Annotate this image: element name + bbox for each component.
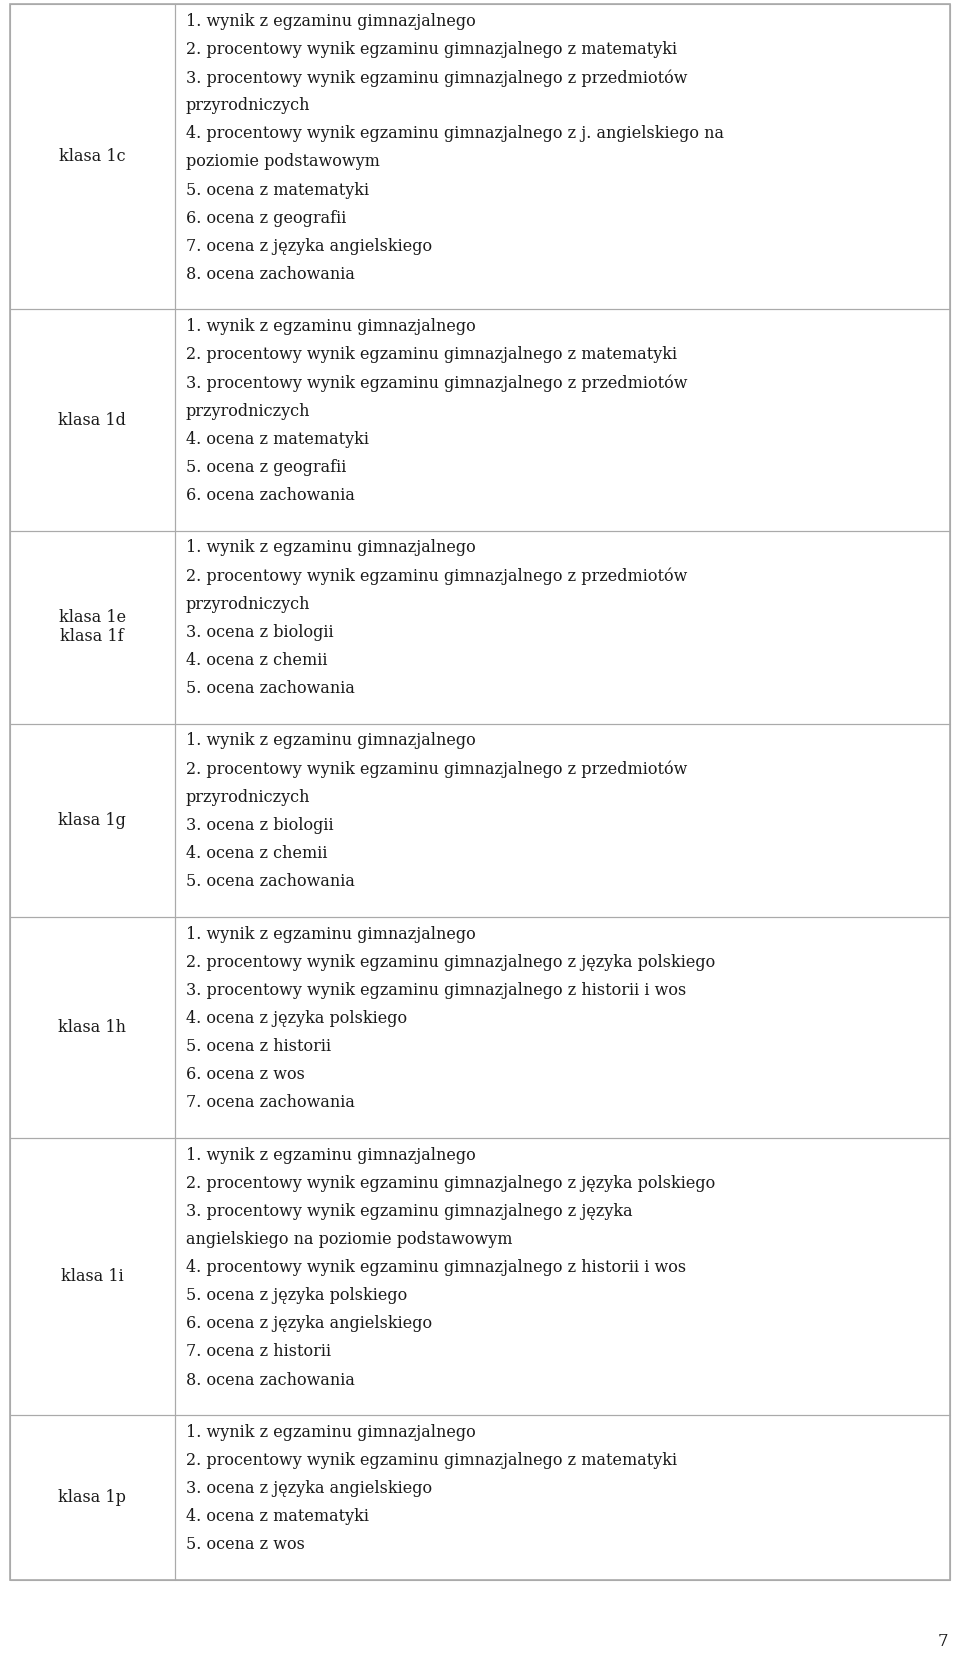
Text: 3. ocena z języka angielskiego: 3. ocena z języka angielskiego bbox=[185, 1480, 432, 1498]
Text: klasa 1g: klasa 1g bbox=[59, 812, 126, 829]
Text: 1. wynik z egzaminu gimnazjalnego: 1. wynik z egzaminu gimnazjalnego bbox=[185, 1424, 475, 1441]
Text: 1. wynik z egzaminu gimnazjalnego: 1. wynik z egzaminu gimnazjalnego bbox=[185, 732, 475, 749]
Text: 8. ocena zachowania: 8. ocena zachowania bbox=[185, 265, 354, 284]
Text: 3. procentowy wynik egzaminu gimnazjalnego z przedmiotów: 3. procentowy wynik egzaminu gimnazjalne… bbox=[185, 68, 687, 87]
Text: 2. procentowy wynik egzaminu gimnazjalnego z języka polskiego: 2. procentowy wynik egzaminu gimnazjalne… bbox=[185, 954, 715, 971]
Bar bbox=[10, 3, 175, 310]
Bar bbox=[175, 3, 950, 310]
Text: 3. procentowy wynik egzaminu gimnazjalnego z przedmiotów: 3. procentowy wynik egzaminu gimnazjalne… bbox=[185, 375, 687, 392]
Bar bbox=[10, 724, 175, 917]
Text: poziomie podstawowym: poziomie podstawowym bbox=[185, 153, 379, 170]
Text: klasa 1e
klasa 1f: klasa 1e klasa 1f bbox=[59, 609, 126, 646]
Text: 3. procentowy wynik egzaminu gimnazjalnego z historii i wos: 3. procentowy wynik egzaminu gimnazjalne… bbox=[185, 982, 685, 999]
Bar bbox=[175, 917, 950, 1138]
Bar bbox=[10, 1414, 175, 1580]
Text: 6. ocena z geografii: 6. ocena z geografii bbox=[185, 210, 346, 227]
Text: 7: 7 bbox=[937, 1633, 948, 1650]
Text: 4. ocena z chemii: 4. ocena z chemii bbox=[185, 846, 327, 862]
Text: 5. ocena zachowania: 5. ocena zachowania bbox=[185, 872, 354, 891]
Text: 1. wynik z egzaminu gimnazjalnego: 1. wynik z egzaminu gimnazjalnego bbox=[185, 13, 475, 30]
Text: 4. ocena z chemii: 4. ocena z chemii bbox=[185, 652, 327, 669]
Text: przyrodniczych: przyrodniczych bbox=[185, 789, 310, 806]
Bar bbox=[175, 1414, 950, 1580]
Text: przyrodniczych: przyrodniczych bbox=[185, 402, 310, 420]
Bar bbox=[10, 310, 175, 530]
Text: 4. ocena z matematyki: 4. ocena z matematyki bbox=[185, 430, 369, 447]
Text: 2. procentowy wynik egzaminu gimnazjalnego z języka polskiego: 2. procentowy wynik egzaminu gimnazjalne… bbox=[185, 1174, 715, 1191]
Text: 2. procentowy wynik egzaminu gimnazjalnego z matematyki: 2. procentowy wynik egzaminu gimnazjalne… bbox=[185, 347, 677, 364]
Text: 1. wynik z egzaminu gimnazjalnego: 1. wynik z egzaminu gimnazjalnego bbox=[185, 1146, 475, 1164]
Text: 5. ocena z języka polskiego: 5. ocena z języka polskiego bbox=[185, 1288, 407, 1304]
Text: 4. ocena z matematyki: 4. ocena z matematyki bbox=[185, 1508, 369, 1525]
Text: klasa 1c: klasa 1c bbox=[59, 148, 126, 165]
Bar bbox=[10, 1138, 175, 1414]
Text: 4. procentowy wynik egzaminu gimnazjalnego z j. angielskiego na: 4. procentowy wynik egzaminu gimnazjalne… bbox=[185, 125, 724, 142]
Text: 5. ocena z historii: 5. ocena z historii bbox=[185, 1037, 331, 1054]
Text: 6. ocena z wos: 6. ocena z wos bbox=[185, 1066, 304, 1083]
Text: 5. ocena z wos: 5. ocena z wos bbox=[185, 1536, 304, 1553]
Text: 7. ocena z języka angielskiego: 7. ocena z języka angielskiego bbox=[185, 239, 432, 255]
Bar bbox=[175, 724, 950, 917]
Text: 2. procentowy wynik egzaminu gimnazjalnego z przedmiotów: 2. procentowy wynik egzaminu gimnazjalne… bbox=[185, 761, 687, 777]
Text: 1. wynik z egzaminu gimnazjalnego: 1. wynik z egzaminu gimnazjalnego bbox=[185, 539, 475, 557]
Text: 1. wynik z egzaminu gimnazjalnego: 1. wynik z egzaminu gimnazjalnego bbox=[185, 319, 475, 335]
Text: 8. ocena zachowania: 8. ocena zachowania bbox=[185, 1371, 354, 1388]
Text: 3. procentowy wynik egzaminu gimnazjalnego z języka: 3. procentowy wynik egzaminu gimnazjalne… bbox=[185, 1203, 633, 1219]
Text: klasa 1i: klasa 1i bbox=[60, 1268, 124, 1284]
Text: przyrodniczych: przyrodniczych bbox=[185, 97, 310, 113]
Text: klasa 1p: klasa 1p bbox=[59, 1490, 126, 1506]
Text: 4. procentowy wynik egzaminu gimnazjalnego z historii i wos: 4. procentowy wynik egzaminu gimnazjalne… bbox=[185, 1259, 685, 1276]
Text: 7. ocena z historii: 7. ocena z historii bbox=[185, 1343, 331, 1361]
Bar bbox=[10, 917, 175, 1138]
Text: klasa 1h: klasa 1h bbox=[59, 1019, 127, 1036]
Text: 2. procentowy wynik egzaminu gimnazjalnego z matematyki: 2. procentowy wynik egzaminu gimnazjalne… bbox=[185, 42, 677, 58]
Text: 5. ocena z matematyki: 5. ocena z matematyki bbox=[185, 182, 369, 198]
Text: 6. ocena z języka angielskiego: 6. ocena z języka angielskiego bbox=[185, 1316, 432, 1333]
Text: 3. ocena z biologii: 3. ocena z biologii bbox=[185, 624, 333, 641]
Text: 5. ocena z geografii: 5. ocena z geografii bbox=[185, 459, 346, 475]
Text: 2. procentowy wynik egzaminu gimnazjalnego z przedmiotów: 2. procentowy wynik egzaminu gimnazjalne… bbox=[185, 567, 687, 585]
Text: 7. ocena zachowania: 7. ocena zachowania bbox=[185, 1094, 354, 1111]
Text: 2. procentowy wynik egzaminu gimnazjalnego z matematyki: 2. procentowy wynik egzaminu gimnazjalne… bbox=[185, 1453, 677, 1470]
Text: 1. wynik z egzaminu gimnazjalnego: 1. wynik z egzaminu gimnazjalnego bbox=[185, 926, 475, 942]
Bar bbox=[175, 310, 950, 530]
Text: 3. ocena z biologii: 3. ocena z biologii bbox=[185, 817, 333, 834]
Text: przyrodniczych: przyrodniczych bbox=[185, 595, 310, 612]
Bar bbox=[10, 530, 175, 724]
Text: 4. ocena z języka polskiego: 4. ocena z języka polskiego bbox=[185, 1009, 407, 1027]
Text: klasa 1d: klasa 1d bbox=[59, 412, 126, 429]
Text: 6. ocena zachowania: 6. ocena zachowania bbox=[185, 487, 354, 504]
Text: angielskiego na poziomie podstawowym: angielskiego na poziomie podstawowym bbox=[185, 1231, 512, 1248]
Bar bbox=[175, 530, 950, 724]
Bar bbox=[175, 1138, 950, 1414]
Text: 5. ocena zachowania: 5. ocena zachowania bbox=[185, 681, 354, 697]
